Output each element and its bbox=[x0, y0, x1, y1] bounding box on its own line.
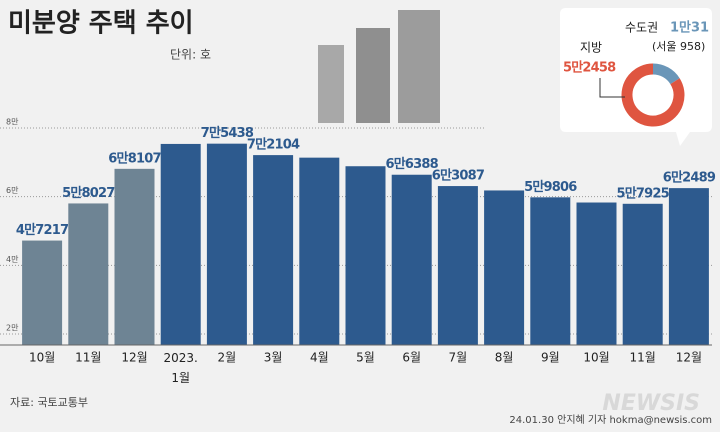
donut-segment bbox=[621, 63, 685, 127]
bar bbox=[299, 157, 340, 345]
x-tick-label: 7월 bbox=[449, 351, 468, 365]
x-tick-label: 2월 bbox=[218, 351, 237, 365]
bar bbox=[114, 168, 155, 345]
bar bbox=[160, 143, 201, 345]
value-label: 6만6388 bbox=[386, 156, 439, 172]
x-tick-label: 10월 bbox=[29, 351, 55, 365]
x-tick-label: 5월 bbox=[356, 351, 375, 365]
source: 자료: 국토교통부 bbox=[10, 396, 88, 409]
value-label: 7만2104 bbox=[247, 137, 300, 153]
bar bbox=[576, 202, 617, 345]
y-tick-label: 2만 bbox=[6, 324, 19, 333]
x-tick-label: 3월 bbox=[264, 351, 283, 365]
x-tick-label: 10월 bbox=[583, 351, 609, 365]
y-tick-label: 4만 bbox=[6, 255, 19, 264]
x-tick-label: 2023. 1월 bbox=[164, 351, 198, 385]
y-tick-label: 6만 bbox=[6, 186, 19, 195]
bar bbox=[253, 155, 294, 345]
value-label: 7만5438 bbox=[201, 125, 254, 141]
bar bbox=[437, 186, 478, 345]
x-tick-label: 11월 bbox=[630, 351, 656, 365]
value-label: 5만7925 bbox=[617, 185, 670, 201]
x-tick-label: 6월 bbox=[402, 351, 421, 365]
x-tick-label: 11월 bbox=[75, 351, 101, 365]
y-tick-label: 8만 bbox=[6, 118, 19, 127]
x-tick-label: 9월 bbox=[541, 351, 560, 365]
chart-title: 미분양 주택 추이 bbox=[8, 9, 194, 39]
value-label: 5만2458 bbox=[563, 60, 616, 76]
unit-label: 단위: 호 bbox=[170, 48, 211, 62]
value-label: 6만8107 bbox=[108, 150, 161, 166]
value-label: 6만2489 bbox=[663, 170, 716, 186]
x-tick-label: 12월 bbox=[121, 351, 147, 365]
value-label: 5만9806 bbox=[524, 179, 577, 195]
bar bbox=[68, 203, 109, 345]
bar bbox=[622, 203, 663, 345]
credit: 24.01.30 안지혜 기자 hokma@newsis.com bbox=[509, 414, 712, 426]
bar bbox=[484, 190, 525, 345]
bar bbox=[206, 143, 247, 345]
watermark: NEWSIS bbox=[602, 391, 700, 416]
annotation: (서울 958) bbox=[652, 40, 705, 53]
category-label: 수도권 bbox=[625, 21, 658, 35]
buildings bbox=[318, 10, 440, 123]
bar bbox=[530, 197, 571, 345]
value-label: 1만31 bbox=[670, 20, 709, 36]
bar bbox=[345, 166, 386, 345]
bar bbox=[22, 240, 63, 345]
bar bbox=[668, 188, 709, 345]
x-tick-label: 4월 bbox=[310, 351, 329, 365]
value-label: 6만3087 bbox=[432, 168, 485, 184]
value-label: 4만7217 bbox=[16, 222, 69, 238]
x-tick-label: 8월 bbox=[495, 351, 514, 365]
value-label: 5만8027 bbox=[62, 185, 115, 201]
leader-line bbox=[599, 78, 625, 98]
x-tick-label: 12월 bbox=[676, 351, 702, 365]
donut-segment bbox=[652, 63, 680, 85]
bar bbox=[391, 174, 432, 345]
category-label: 지방 bbox=[580, 41, 602, 55]
